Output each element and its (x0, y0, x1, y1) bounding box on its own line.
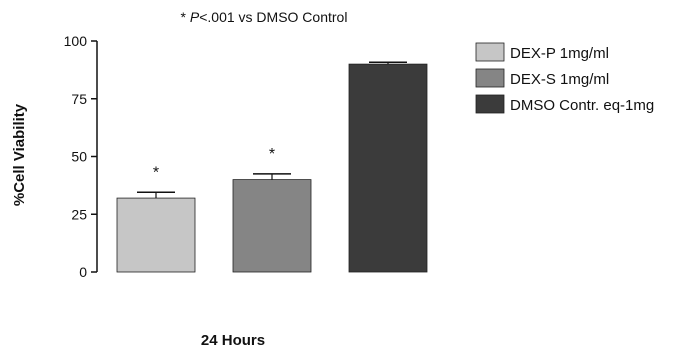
bar (348, 63, 428, 273)
y-axis-ticks: 0 25 50 75 100 (64, 33, 97, 280)
y-axis-label: %Cell Viability (11, 103, 28, 206)
y-tick-label: 0 (79, 264, 87, 280)
y-tick-label: 25 (71, 206, 87, 222)
bar (232, 179, 312, 273)
bars-group: ** (116, 61, 428, 273)
legend: DEX-P 1mg/ml DEX-S 1mg/ml DMSO Contr. eq-1… (475, 42, 654, 114)
y-tick-label: 50 (71, 149, 87, 165)
chart-annotation: * P<.001 vs DMSO Control (181, 9, 348, 25)
x-axis-label: 24 Hours (201, 332, 265, 349)
bar (116, 197, 196, 273)
legend-label: DEX-S 1mg/ml (510, 71, 609, 88)
y-tick-label: 75 (71, 91, 87, 107)
legend-label: DEX-P 1mg/ml (510, 45, 609, 62)
significance-marker: * (269, 146, 275, 163)
legend-swatch (475, 42, 505, 62)
significance-marker: * (153, 164, 159, 181)
legend-swatch (475, 94, 505, 114)
legend-swatch (475, 68, 505, 88)
y-tick-label: 100 (64, 33, 88, 49)
legend-label: DMSO Contr. eq-1mg (510, 97, 654, 114)
